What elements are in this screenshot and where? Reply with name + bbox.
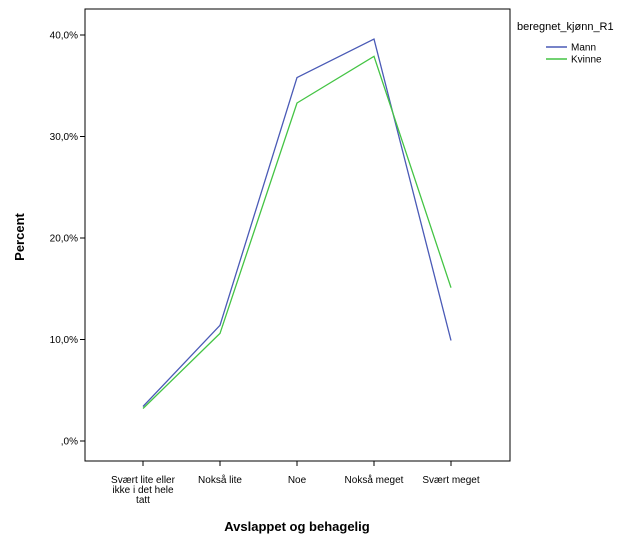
y-tick-label: 40,0% <box>50 31 78 42</box>
x-tick-label: Noe <box>288 475 307 486</box>
x-tick-label: Nokså meget <box>345 474 404 486</box>
y-tick-label: 10,0% <box>50 335 78 346</box>
legend-title: beregnet_kjønn_R1 <box>517 21 614 33</box>
legend-label: Kvinne <box>571 55 602 66</box>
plot-area <box>84 8 511 462</box>
x-axis-title: Avslappet og behagelig <box>224 519 369 534</box>
x-tick-label: Nokså lite <box>198 474 242 486</box>
y-tick-label: ,0% <box>61 437 78 448</box>
x-axis: Svært lite eller ikke i det hele tatt Nokså… <box>111 461 480 506</box>
x-tick-label: Svært meget <box>422 475 479 486</box>
y-axis-title: Percent <box>12 212 27 260</box>
y-tick-label: 30,0% <box>50 132 78 143</box>
x-tick-label: Svært lite eller ikke i det hele tatt <box>111 475 176 506</box>
y-axis: ,0% 10,0% 20,0% 30,0% 40,0% <box>50 31 85 448</box>
y-tick-label: 20,0% <box>50 234 78 245</box>
legend-label: Mann <box>571 43 596 54</box>
series-lines <box>142 38 452 409</box>
